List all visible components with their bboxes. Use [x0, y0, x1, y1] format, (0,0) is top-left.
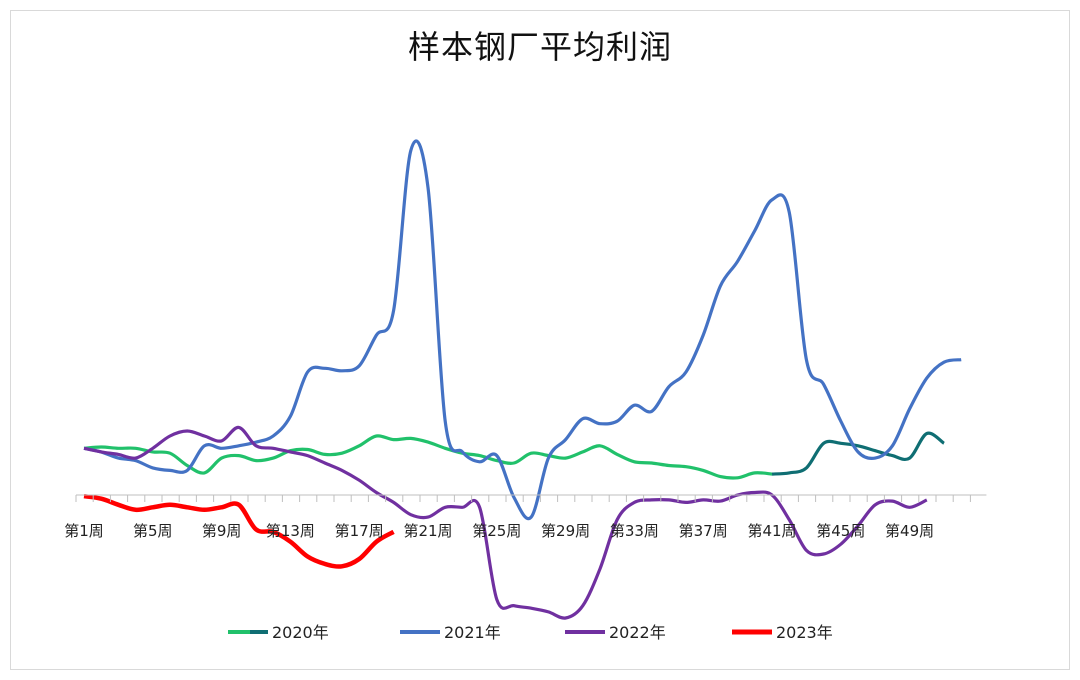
chart-frame [10, 10, 1070, 670]
x-tick-label: 第5周 [133, 522, 173, 540]
x-tick-label: 第17周 [335, 522, 384, 540]
series-line-1 [83, 139, 962, 521]
x-tick-label: 第45周 [816, 522, 865, 540]
x-tick-label: 第1周 [64, 522, 104, 540]
legend-label: 2021年 [444, 623, 501, 642]
x-tick-label: 第29周 [541, 522, 590, 540]
series-line-2020 [83, 434, 773, 480]
x-tick-label: 第21周 [403, 522, 452, 540]
legend: 2020年 2021年 2022年 2023年 [228, 623, 833, 642]
legend-label: 2020年 [272, 623, 329, 642]
x-tick-label: 第13周 [266, 522, 315, 540]
x-tick-label: 第25周 [472, 522, 521, 540]
x-tick-label: 第9周 [202, 522, 242, 540]
series-line-2020-late [771, 431, 945, 476]
series-line-2 [83, 425, 928, 620]
x-axis: 第1周 第5周 第9周 第13周 第17周 第21周 第25周 第29周 第33周 第37周 第41… [64, 494, 987, 540]
plot-area [83, 139, 962, 620]
x-tick-label: 第49周 [885, 522, 934, 540]
legend-label: 2023年 [776, 623, 833, 642]
series-line-3 [83, 493, 395, 569]
x-tick-label: 第37周 [679, 522, 728, 540]
chart-title: 样本钢厂平均利润 [407, 28, 672, 66]
x-tick-label: 第41周 [747, 522, 796, 540]
legend-label: 2022年 [609, 623, 666, 642]
x-tick-label: 第33周 [610, 522, 659, 540]
